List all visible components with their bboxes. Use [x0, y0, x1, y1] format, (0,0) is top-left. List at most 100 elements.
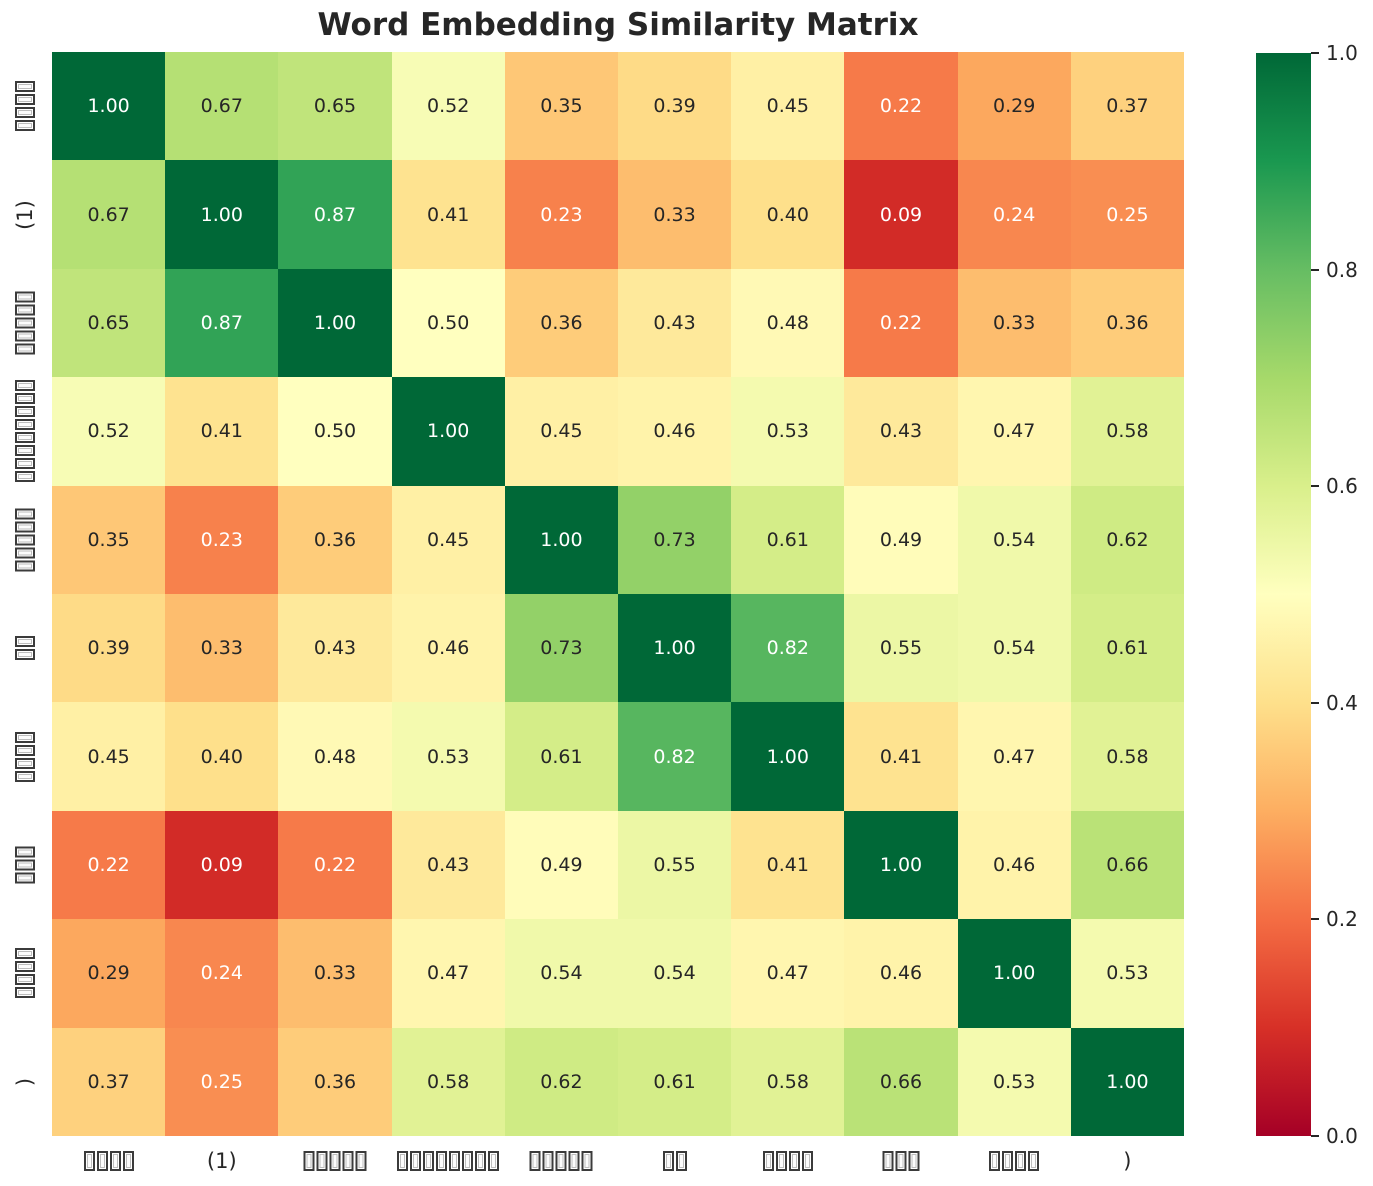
heatmap-cell: 0.22 [844, 268, 958, 378]
y-tick-label: (1) [13, 199, 37, 230]
y-tick-label: ) [13, 1077, 37, 1086]
colorbar-tick-label: 0.8 [1326, 257, 1358, 282]
heatmap-cell: 0.25 [1070, 160, 1184, 269]
heatmap-cell: 0.40 [731, 160, 845, 269]
heatmap-cell: 0.43 [844, 377, 958, 486]
heatmap-cell: 0.53 [957, 1027, 1071, 1136]
heatmap-grid: 1.00 0.67 0.65 0.52 0.35 0.39 0.45 0.22 0.29 0.37… [52, 52, 1184, 1136]
heatmap-cell: 0.87 [278, 160, 392, 269]
x-tick-label [303, 1146, 368, 1176]
heatmap-cell: 0.36 [278, 1027, 392, 1136]
heatmap-cell: 0.54 [504, 919, 618, 1028]
heatmap-cell: 0.46 [957, 810, 1071, 920]
heatmap-cell: 0.36 [278, 485, 392, 594]
heatmap-cell: 0.54 [957, 594, 1071, 703]
colorbar-tick-label: 0.0 [1326, 1124, 1358, 1148]
missing-glyph-box [96, 1151, 108, 1171]
missing-glyph-box [15, 731, 35, 743]
heatmap-cell: 0.82 [617, 702, 732, 811]
heatmap-cell: 0.33 [278, 919, 392, 1028]
missing-glyph-box [488, 1151, 500, 1171]
heatmap-cell: 0.36 [504, 268, 618, 378]
missing-glyph-box [1028, 1151, 1040, 1171]
missing-glyph-box [449, 1151, 461, 1171]
x-tick-label [83, 1146, 135, 1176]
missing-glyph-box [15, 859, 35, 871]
y-tick-label [13, 635, 37, 661]
heatmap-cell: 0.67 [52, 160, 166, 269]
heatmap-cell: 0.65 [278, 52, 392, 161]
heatmap-cell: 0.53 [391, 702, 505, 811]
heatmap-cell: 0.48 [278, 702, 392, 811]
colorbar-tick-label: 0.4 [1326, 690, 1358, 715]
missing-glyph-box [542, 1151, 554, 1171]
x-tick-label [882, 1146, 921, 1176]
colorbar-tick-label: 0.6 [1326, 474, 1358, 499]
missing-glyph-box [15, 974, 35, 986]
missing-glyph-box [908, 1151, 920, 1171]
heatmap-cell: 0.62 [1070, 485, 1184, 594]
missing-glyph-box [15, 508, 35, 520]
missing-glyph-box [15, 406, 35, 418]
heatmap-cell: 0.50 [278, 377, 392, 486]
heatmap-cell: 1.00 [957, 919, 1071, 1028]
heatmap-cell: 1.00 [844, 810, 958, 920]
heatmap-cell: 0.23 [165, 485, 279, 594]
heatmap-cell: 0.49 [504, 810, 618, 920]
colorbar-tick-mark [1311, 52, 1319, 54]
missing-glyph-box [581, 1151, 593, 1171]
heatmap-cell: 0.36 [1070, 268, 1184, 378]
missing-glyph-box [1002, 1151, 1014, 1171]
missing-glyph-box [15, 948, 35, 960]
heatmap-cell: 0.65 [52, 268, 166, 378]
colorbar-tick-label: 1.0 [1326, 41, 1358, 65]
x-tick-label [762, 1146, 814, 1176]
heatmap-cell: 0.22 [844, 52, 958, 161]
missing-glyph-box [475, 1151, 487, 1171]
heatmap-cell: 0.29 [957, 52, 1071, 161]
heatmap-cell: 0.73 [504, 594, 618, 703]
missing-glyph-box [15, 107, 35, 119]
heatmap-cell: 0.46 [391, 594, 505, 703]
missing-glyph-box [15, 547, 35, 559]
y-tick-label [13, 846, 37, 885]
heatmap-cell: 0.61 [1070, 594, 1184, 703]
y-tick-label [13, 947, 37, 999]
heatmap-cell: 0.47 [957, 377, 1071, 486]
heatmap-cell: 0.67 [165, 52, 279, 161]
y-tick-label [13, 80, 37, 132]
missing-glyph-box [882, 1151, 894, 1171]
missing-glyph-box [662, 1151, 674, 1171]
missing-glyph-box [122, 1151, 134, 1171]
heatmap-cell: 0.33 [957, 268, 1071, 378]
heatmap-cell: 0.58 [1070, 377, 1184, 486]
missing-glyph-box [410, 1151, 422, 1171]
heatmap-cell: 0.45 [391, 485, 505, 594]
missing-glyph-box [15, 744, 35, 756]
heatmap-cell: 0.54 [617, 919, 732, 1028]
heatmap-cell: 0.58 [391, 1027, 505, 1136]
heatmap-cell: 0.29 [52, 919, 166, 1028]
heatmap-cell: 0.48 [731, 268, 845, 378]
heatmap-cell: 0.41 [731, 810, 845, 920]
missing-glyph-box [397, 1151, 409, 1171]
colorbar-tick-label: 0.2 [1326, 907, 1358, 932]
heatmap-cell: 0.55 [617, 810, 732, 920]
x-tick-label [396, 1146, 500, 1176]
heatmap-cell: 0.22 [52, 810, 166, 920]
colorbar-tick-mark [1311, 268, 1319, 271]
heatmap-cell: 0.39 [52, 594, 166, 703]
missing-glyph-box [15, 380, 35, 392]
missing-glyph-box [15, 872, 35, 884]
heatmap-cell: 0.87 [165, 268, 279, 378]
missing-glyph-box [529, 1151, 541, 1171]
heatmap-cell: 0.33 [617, 160, 732, 269]
heatmap-cell: 0.45 [504, 377, 618, 486]
missing-glyph-box [109, 1151, 121, 1171]
missing-glyph-box [436, 1151, 448, 1171]
heatmap-cell: 0.22 [278, 810, 392, 920]
heatmap-cell: 0.61 [504, 702, 618, 811]
heatmap-cell: 1.00 [617, 594, 732, 703]
missing-glyph-box [1015, 1151, 1027, 1171]
y-tick-label [13, 731, 37, 783]
